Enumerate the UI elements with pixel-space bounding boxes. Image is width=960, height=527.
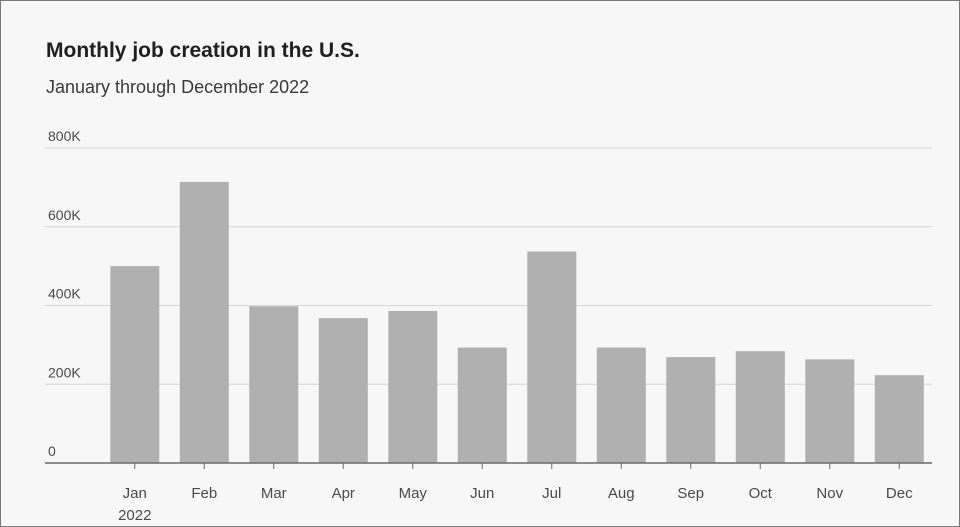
bar-may (388, 311, 438, 463)
x-tick-label: Apr (332, 485, 355, 502)
y-tick-label: 0 (48, 443, 56, 459)
x-tick-label: Dec (886, 485, 913, 502)
chart-subtitle: January through December 2022 (46, 77, 310, 97)
y-tick-label: 600K (48, 207, 81, 223)
bar-sep (666, 357, 716, 463)
x-tick-label: Nov (816, 485, 843, 502)
y-tick-label: 400K (48, 286, 81, 302)
bar-feb (179, 181, 229, 463)
bar-nov (805, 359, 855, 463)
y-tick-label: 800K (48, 128, 81, 144)
bar-mar (249, 306, 299, 463)
y-tick-label: 200K (48, 364, 81, 380)
bar-dec (874, 375, 924, 463)
bar-jun (457, 347, 507, 463)
x-tick-label: Feb (191, 485, 217, 502)
bar-aug (596, 347, 646, 463)
x-tick-label: Aug (608, 485, 635, 502)
bar-apr (318, 318, 368, 463)
x-tick-label: May (399, 485, 428, 502)
bar-jan (110, 266, 160, 463)
x-tick-label: Jan (123, 485, 147, 502)
x-tick-label: Oct (749, 485, 773, 502)
x-tick-label: Jun (470, 485, 494, 502)
x-tick-sublabel: 2022 (118, 507, 151, 524)
chart-title: Monthly job creation in the U.S. (46, 39, 360, 62)
x-tick-label: Mar (261, 485, 287, 502)
bar-jul (527, 251, 577, 463)
x-tick-label: Sep (677, 485, 704, 502)
bar-oct (735, 351, 785, 463)
x-tick-label: Jul (542, 485, 561, 502)
